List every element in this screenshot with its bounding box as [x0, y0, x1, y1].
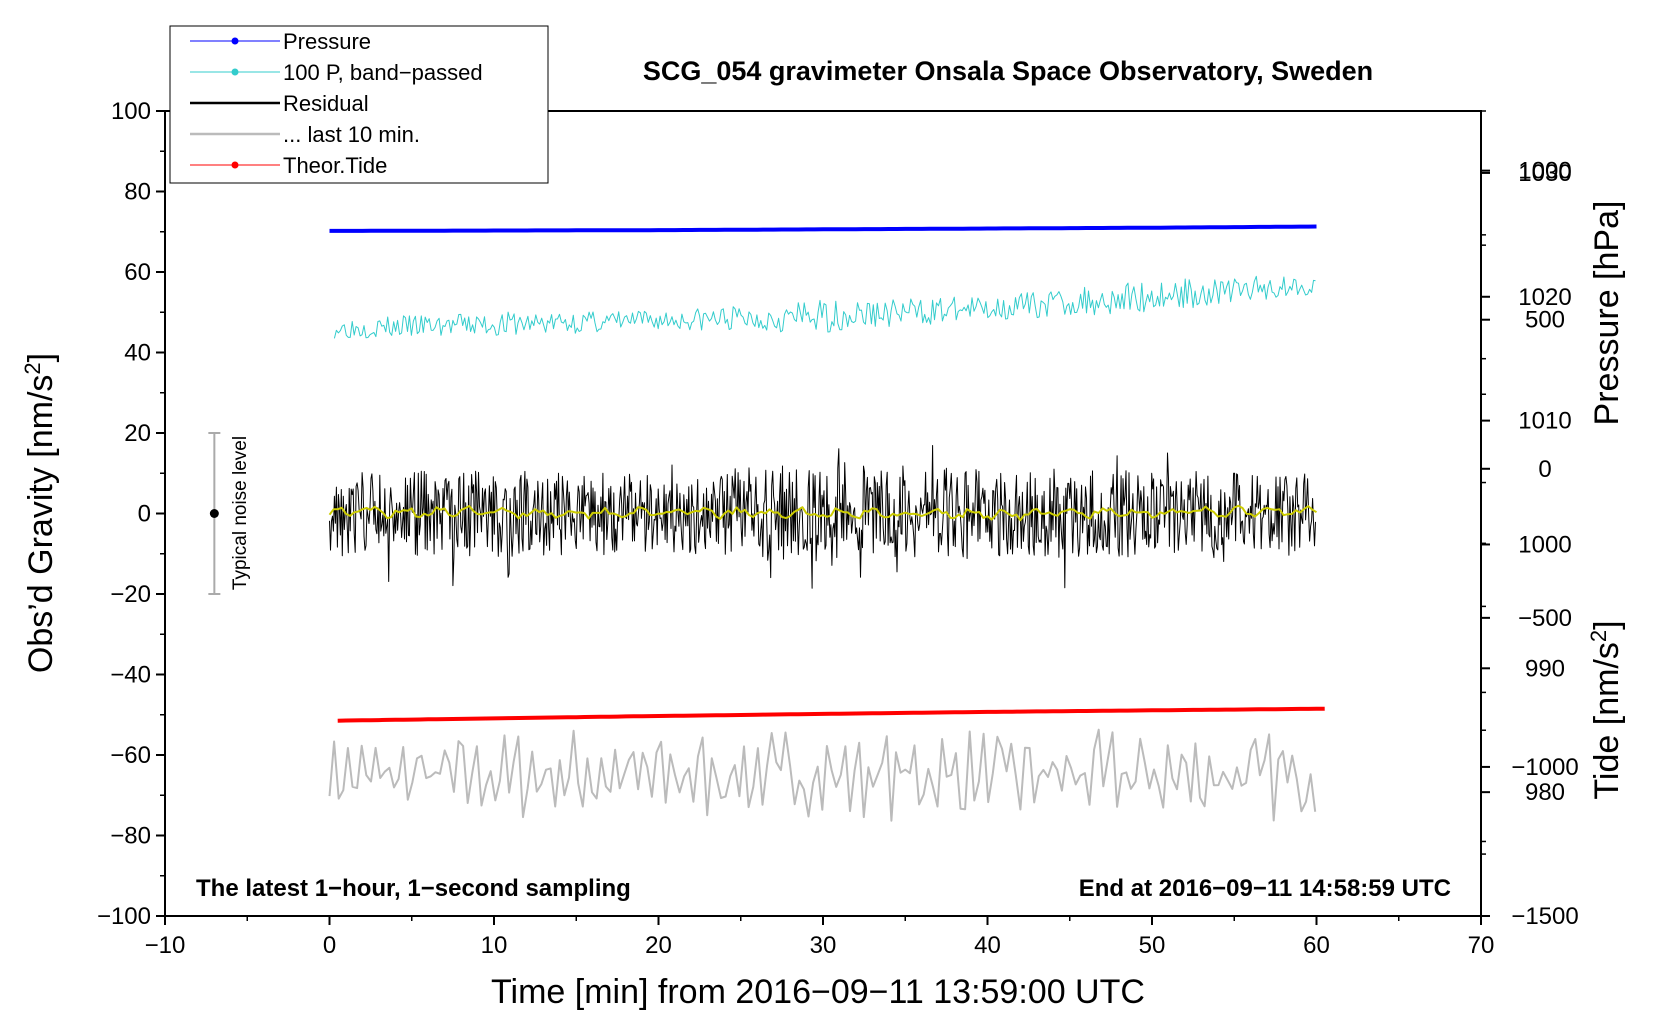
y-tick-label: −60 [110, 742, 151, 769]
legend-label: Pressure [283, 29, 371, 54]
series-residual [329, 445, 1316, 589]
legend-label: 100 P, band−passed [283, 60, 483, 85]
tide-tick-label: −1500 [1511, 903, 1578, 930]
series-theor-tide [337, 706, 1325, 723]
legend-marker [231, 37, 239, 45]
x-tick-label: 60 [1303, 932, 1330, 959]
tide-tick-label: 0 [1538, 456, 1551, 483]
noise-indicator [208, 432, 221, 595]
x-tick-label: 40 [974, 932, 1001, 959]
y-axis-left-title-text: Obs’d Gravity [nm/s [22, 375, 60, 674]
legend-label: Residual [283, 91, 369, 116]
series-pressure [329, 224, 1317, 233]
tide-tick-label: −500 [1518, 605, 1572, 632]
legend: Pressure 100 P, band−passed Residual ... la… [169, 25, 549, 184]
y-axis-pressure: 980 990 1000 1010 1020 1030 [1481, 110, 1572, 855]
x-axis-title: Time [min] from 2016−09−11 13:59:00 UTC [491, 973, 1145, 1011]
legend-label: ... last 10 min. [283, 122, 420, 147]
plot-frame [164, 110, 1482, 917]
legend-marker [231, 68, 239, 76]
tide-axis-title-text: Tide [nm/s [1588, 642, 1626, 799]
pressure-tick-label: 1020 [1518, 284, 1571, 311]
note-sampling: The latest 1−hour, 1−second sampling [196, 875, 631, 902]
tide-axis-title-close: ] [1588, 620, 1626, 629]
x-tick-label: 30 [810, 932, 837, 959]
pressure-tick-label: 1030 [1518, 160, 1571, 187]
note-end-time: End at 2016−09−11 14:58:59 UTC [1079, 875, 1451, 902]
series-band-passed-pressure [333, 275, 1316, 339]
pressure-tick-label: 990 [1525, 655, 1565, 682]
y-tick-label: 100 [111, 98, 151, 125]
y-axis-left-title-sup: 2 [20, 362, 45, 374]
y-axis-left-title-close: ] [22, 353, 60, 362]
legend-box [169, 25, 549, 184]
pressure-tick-label: 980 [1525, 779, 1565, 806]
x-tick-label: 70 [1468, 932, 1495, 959]
y-tick-label: −100 [97, 903, 151, 930]
y-axis-left-title: Obs’d Gravity [nm/s2] [20, 353, 61, 673]
plot-series [328, 224, 1325, 822]
noise-bar-center-dot [209, 509, 219, 518]
x-tick-label: 50 [1139, 932, 1166, 959]
legend-marker [231, 161, 239, 169]
y-tick-label: 0 [138, 501, 151, 528]
tide-axis-title: Tide [nm/s2] [1586, 620, 1627, 799]
legend-label: Theor.Tide [283, 153, 387, 178]
series-residual-smoothed [328, 504, 1318, 522]
tide-tick-label: −1000 [1511, 754, 1578, 781]
pressure-axis-title: Pressure [hPa] [1588, 201, 1626, 426]
tide-axis-title-sup: 2 [1586, 630, 1611, 642]
y-axis-left: −100 −80 −60 −40 −20 0 20 40 60 80 100 [97, 98, 165, 930]
pressure-tick-label: 1000 [1518, 531, 1571, 558]
x-tick-label: 10 [481, 932, 508, 959]
tide-tick-label: 500 [1525, 307, 1565, 334]
y-tick-label: 60 [124, 259, 151, 286]
y-tick-label: −20 [110, 581, 151, 608]
x-axis: −10 0 10 20 30 40 50 60 70 [145, 916, 1495, 959]
x-tick-label: 0 [323, 932, 336, 959]
y-tick-label: 80 [124, 179, 151, 206]
x-tick-label: −10 [145, 932, 186, 959]
series-last-10-min [328, 728, 1317, 822]
y-tick-label: −40 [110, 662, 151, 689]
y-tick-label: 20 [124, 420, 151, 447]
x-tick-label: 20 [645, 932, 672, 959]
noise-indicator-label: Typical noise level [230, 436, 251, 590]
y-axis-tide: −1500 −1000 −500 0 500 1000 [1481, 158, 1579, 930]
pressure-tick-label: 1010 [1518, 408, 1571, 435]
chart-title: SCG_054 gravimeter Onsala Space Observat… [643, 56, 1373, 86]
y-tick-label: 40 [124, 340, 151, 367]
tide-tick-label: 1000 [1518, 158, 1571, 185]
y-tick-label: −80 [110, 823, 151, 850]
